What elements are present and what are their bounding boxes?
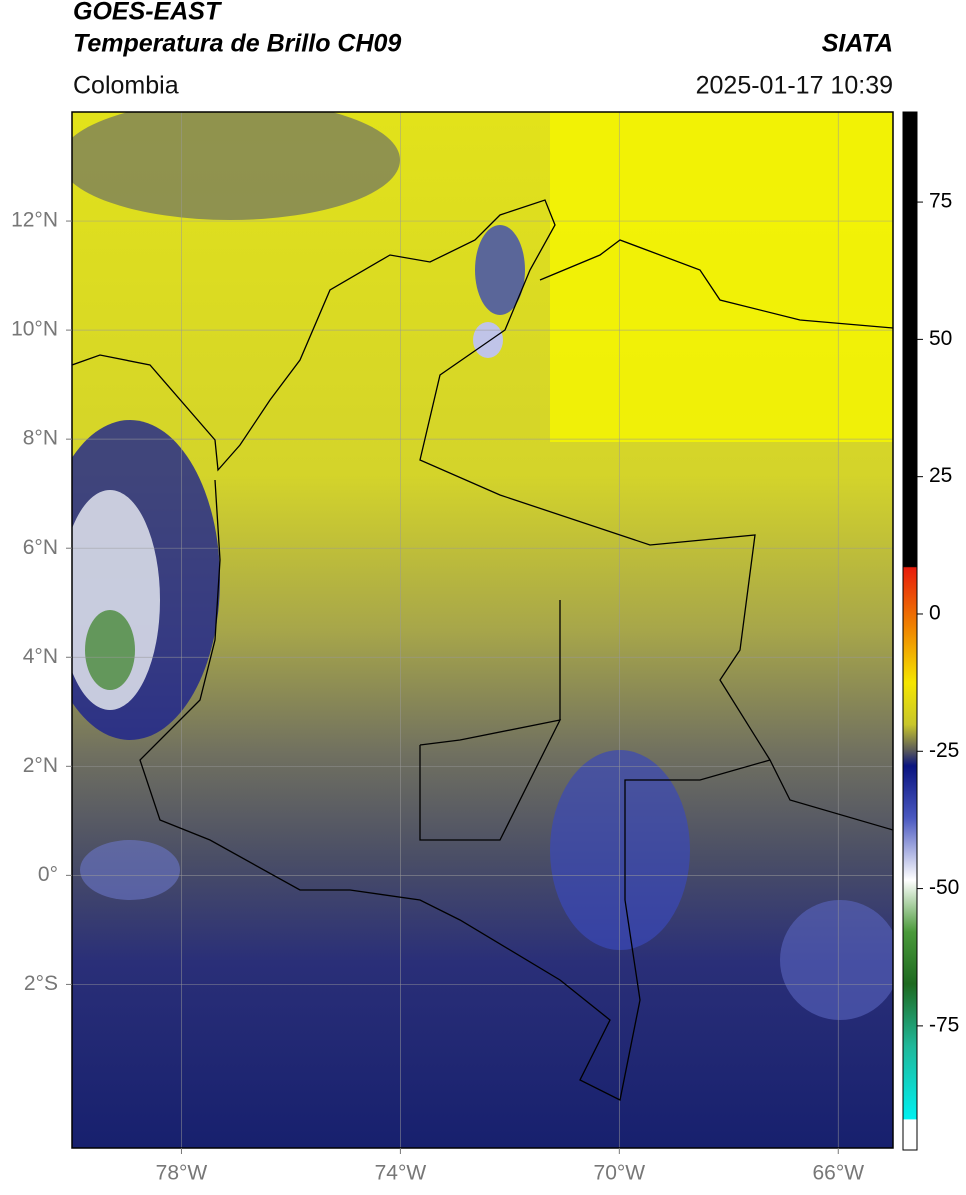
lon-tick-label: 78°W xyxy=(156,1162,208,1185)
imagery-cloud xyxy=(473,322,503,358)
borders xyxy=(72,199,893,1101)
colorbar-tick-label: -25 xyxy=(929,739,959,762)
colorbar-tick-label: 50 xyxy=(929,327,952,350)
grid xyxy=(72,112,893,1148)
subtitle: Temperatura de Brillo CH09 xyxy=(73,30,401,58)
imagery-cloud xyxy=(780,900,893,1020)
lat-tick-label: 2°N xyxy=(23,754,58,777)
lat-tick-label: 2°S xyxy=(24,972,58,995)
map-imagery xyxy=(72,112,893,1148)
colorbar-tick-label: -50 xyxy=(929,876,959,899)
lat-tick-label: 12°N xyxy=(11,209,58,232)
imagery-cloud xyxy=(550,750,690,950)
colorbar xyxy=(902,111,918,1151)
lat-tick-label: 4°N xyxy=(23,645,58,668)
colorbar-tick-label: 75 xyxy=(929,190,952,213)
coastline xyxy=(72,199,893,831)
lon-tick-label: 70°W xyxy=(594,1162,646,1185)
imagery-cloud xyxy=(475,225,525,315)
region: Colombia xyxy=(73,72,179,100)
datetime: 2025-01-17 10:39 xyxy=(696,72,893,100)
lat-tick-label: 8°N xyxy=(23,427,58,450)
imagery-cloud xyxy=(80,840,180,900)
colorbar-tick-label: -75 xyxy=(929,1013,959,1036)
lon-tick-label: 74°W xyxy=(375,1162,427,1185)
lat-tick-label: 6°N xyxy=(23,536,58,559)
map-frame xyxy=(71,111,894,1149)
lat-tick-label: 0° xyxy=(38,863,58,886)
border xyxy=(419,600,562,841)
colorbar-tick-label: 25 xyxy=(929,464,952,487)
lon-tick-label: 66°W xyxy=(812,1162,864,1185)
title: GOES-EAST xyxy=(73,0,223,26)
imagery-warm xyxy=(550,112,893,442)
lat-tick-label: 10°N xyxy=(11,318,58,341)
colorbar-tick-label: 0 xyxy=(929,602,941,625)
agency: SIATA xyxy=(822,30,893,58)
border xyxy=(139,479,771,1101)
imagery-cloud xyxy=(85,610,135,690)
imagery-cloud xyxy=(72,112,400,220)
coastline xyxy=(539,239,893,329)
